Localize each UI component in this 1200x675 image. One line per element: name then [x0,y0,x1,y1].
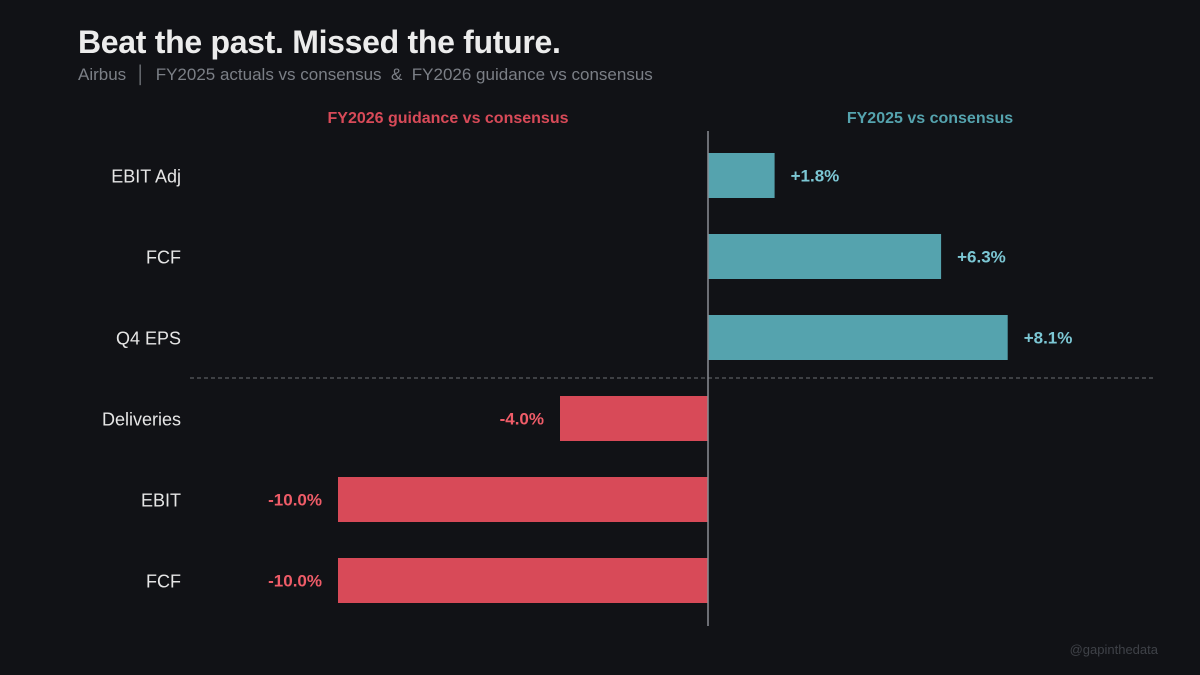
value-label-5: -10.0% [268,491,322,510]
bar-6 [338,558,708,603]
category-label-4: Deliveries [102,410,181,430]
category-label-3: Q4 EPS [116,329,181,349]
chart-title: Beat the past. Missed the future. [78,24,561,60]
header-fy2025: FY2025 vs consensus [847,110,1013,127]
category-label-1: EBIT Adj [111,167,181,187]
chart-subtitle: Airbus │ FY2025 actuals vs consensus & F… [78,65,653,84]
value-label-6: -10.0% [268,572,322,591]
bar-1 [708,153,775,198]
value-label-3: +8.1% [1024,329,1073,348]
watermark: @gapinthedata [1069,642,1158,657]
value-label-1: +1.8% [791,167,840,186]
category-label-6: FCF [146,572,181,592]
value-label-2: +6.3% [957,248,1006,267]
bar-4 [560,396,708,441]
bar-5 [338,477,708,522]
bar-3 [708,315,1008,360]
header-fy2026: FY2026 guidance vs consensus [328,110,569,127]
category-label-2: FCF [146,248,181,268]
value-label-4: -4.0% [500,410,544,429]
bar-2 [708,234,942,279]
category-label-5: EBIT [141,491,181,511]
